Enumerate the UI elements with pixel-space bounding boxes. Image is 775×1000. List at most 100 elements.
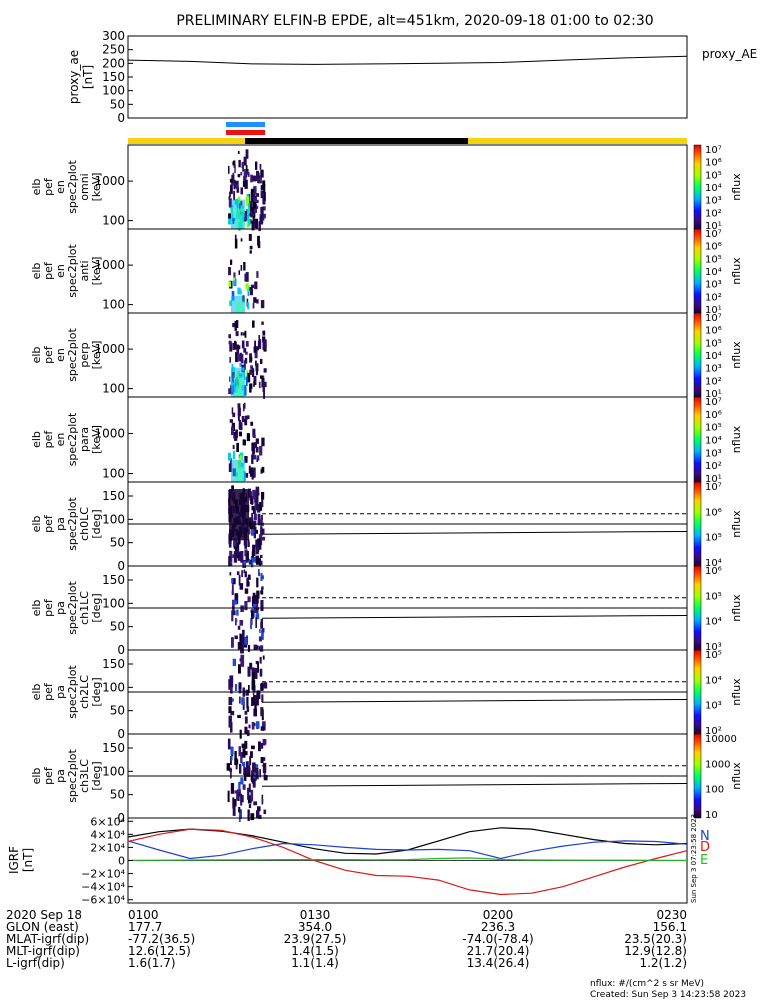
spectrogram-cell	[252, 592, 256, 605]
spectrogram-cell	[261, 799, 264, 803]
spectrogram-cell	[257, 661, 259, 673]
igrf-ylabel: IGRF [nT]	[7, 846, 35, 874]
spectrogram-cell	[240, 289, 242, 295]
ephemeris-row-label: GLON (east)	[6, 920, 79, 934]
spectrogram-cell	[236, 609, 239, 616]
proxy-ae-ylabel: proxy_ae [nT]	[67, 50, 95, 104]
spectrogram-cell	[247, 666, 251, 677]
spectrogram-cell	[231, 610, 234, 622]
spectrogram-cell	[228, 715, 232, 728]
spectrogram-cell	[263, 381, 267, 388]
spectrogram-cell	[258, 221, 261, 232]
ephemeris-cell: 1.1(1.4)	[291, 956, 339, 970]
colorbar-tick-label: 10⁷	[705, 313, 722, 324]
panel-ylabel-line: [deg]	[90, 509, 103, 538]
spectrogram-cell	[254, 281, 258, 290]
spectrogram-cell	[241, 340, 245, 349]
spectrogram-cell	[261, 587, 263, 591]
spectrogram-cell	[256, 810, 260, 818]
colorbar-tick-label: 10²	[705, 726, 722, 737]
spectrogram-cell	[250, 496, 254, 505]
spectrogram-cell	[234, 593, 239, 604]
spectrogram-cell	[233, 553, 237, 563]
spectrogram-cell	[229, 178, 234, 183]
spectrogram-cell	[240, 551, 244, 563]
colorbar-label: nflux	[730, 173, 743, 201]
colorbar-tick-label: 10²	[705, 376, 722, 387]
spectrogram-cell	[240, 654, 245, 667]
low-energy-core	[236, 301, 244, 313]
spectrogram-cell	[245, 376, 248, 387]
spectrogram-cell	[248, 804, 252, 809]
spectrogram-cell	[246, 706, 250, 712]
spectrogram-cell	[244, 545, 247, 549]
spectrogram-cell	[247, 581, 250, 587]
spectrogram-cell	[239, 455, 243, 460]
ephemeris-cell: 23.9(27.5)	[284, 932, 347, 946]
side-timestamp: Sun Sep 3 07:23:58 2023	[690, 814, 698, 903]
spectrogram-cell	[238, 270, 240, 275]
panel-ylabel-line: ch1LC	[78, 591, 91, 625]
spectrogram-cell	[247, 765, 251, 773]
spectrogram-cell	[244, 716, 248, 724]
colorbar-label: nflux	[730, 594, 743, 622]
spectrogram-cell	[261, 694, 264, 703]
spectrogram-cell	[228, 697, 233, 706]
spectrogram-cell	[256, 693, 259, 706]
panel-ylabel-line: spec2plot	[66, 581, 79, 635]
spectrogram-cell	[247, 596, 251, 603]
spectrogram-cell	[260, 590, 264, 595]
panel-ylabel-line: omni	[78, 173, 91, 200]
igrf-ylabel-line: [nT]	[21, 848, 35, 872]
spectrogram-cell	[247, 203, 250, 213]
spectrogram-cell	[252, 762, 256, 773]
spectrogram-cell	[250, 813, 255, 821]
spectrogram-cell	[234, 234, 237, 241]
panel-ylabel-line: elb	[30, 516, 43, 533]
proxy-ae-tick-label: 200	[102, 56, 125, 70]
spectrogram-cell	[249, 371, 253, 375]
spectrogram-cell	[250, 284, 255, 288]
spectrogram-cell	[259, 177, 262, 184]
spectrogram-cell	[236, 547, 239, 559]
spectrogram-cell	[230, 721, 233, 733]
spectrogram-cell	[253, 520, 257, 526]
panel-tick-label: 100	[102, 596, 125, 610]
spectrogram-cell	[236, 442, 239, 452]
spectrogram-cell	[248, 559, 252, 565]
panel-ylabel-line: en	[54, 433, 67, 447]
spectrogram-cell	[230, 756, 232, 766]
spectrogram-cell	[252, 428, 256, 437]
spectrogram-cell	[236, 571, 240, 575]
spectrogram-cell	[251, 505, 255, 511]
spectrogram-cell	[233, 799, 237, 807]
spectrogram-cell	[250, 751, 253, 758]
spectrogram-cell	[260, 358, 263, 364]
marker-bars	[128, 122, 687, 144]
spectrogram-cell	[247, 218, 251, 226]
spectrogram-cell	[250, 620, 252, 630]
colorbar-tick-label: 10⁵	[705, 533, 722, 544]
spectrogram-cell	[238, 807, 241, 813]
panel-ylabel-line: para	[78, 427, 91, 452]
spectrogram-cell	[262, 330, 266, 336]
spectrogram-cell	[259, 214, 262, 224]
spectrogram-cell	[231, 426, 234, 435]
spectrogram-cell	[252, 474, 256, 478]
spectrogram-cell	[244, 740, 248, 749]
colorbar-label: nflux	[730, 678, 743, 706]
spectrogram-cell	[232, 172, 235, 177]
spectrogram-cell	[239, 620, 244, 626]
spectrogram-cell	[247, 730, 250, 737]
spectrogram-cell	[243, 332, 245, 336]
spectrogram-cell	[261, 536, 265, 541]
spectrogram-cell	[249, 491, 252, 501]
spectrogram-cell	[238, 159, 241, 168]
spectrogram-cell	[232, 554, 235, 558]
low-energy-core	[236, 208, 244, 229]
spectrogram-cell	[247, 538, 250, 547]
spectrogram-cell	[259, 163, 262, 170]
